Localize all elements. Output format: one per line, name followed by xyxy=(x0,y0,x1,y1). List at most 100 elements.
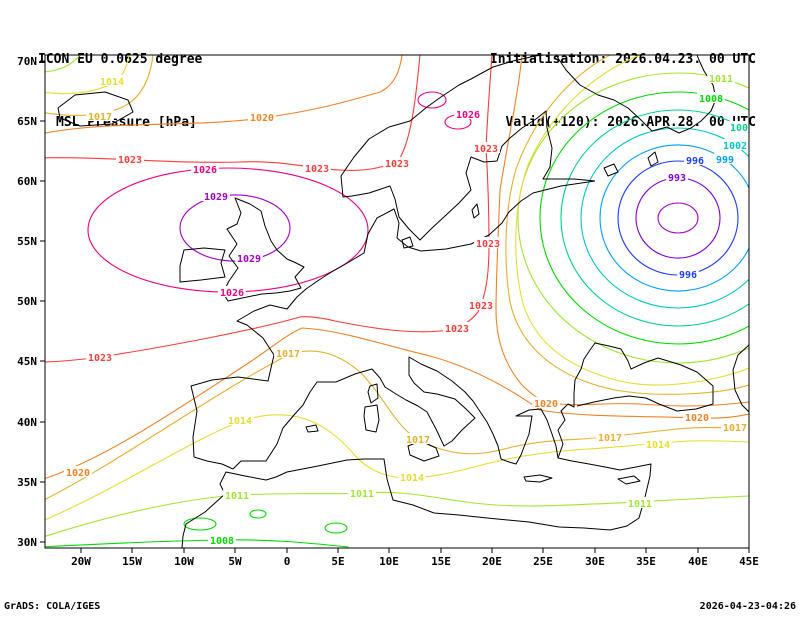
lon-label: 30E xyxy=(585,555,605,568)
contour-line-1005 xyxy=(560,109,749,327)
contour-label-1002: 1002 xyxy=(723,141,747,152)
contour-label-mask xyxy=(443,322,471,333)
contour-label-mask xyxy=(226,414,254,425)
lon-label: 20E xyxy=(482,555,502,568)
lat-label: 40N xyxy=(17,416,37,429)
contour-label-1023: 1023 xyxy=(118,155,142,166)
contour-label-mask xyxy=(202,190,230,201)
lon-label: 40E xyxy=(688,555,708,568)
contour-label-mask xyxy=(86,351,114,362)
contour-line-1008 xyxy=(183,517,217,531)
lat-label: 70N xyxy=(17,55,37,68)
contour-label-1023: 1023 xyxy=(474,144,498,155)
contour-label-mask xyxy=(404,433,432,444)
contour-label-1020: 1020 xyxy=(685,413,709,424)
contour-label-mask xyxy=(644,438,672,449)
coastline-path xyxy=(179,247,226,283)
contour-label-1017: 1017 xyxy=(276,349,300,360)
creation-timestamp: 2026-04-23-04:26 xyxy=(699,601,796,612)
coastline-path xyxy=(603,163,619,177)
contour-label-1017: 1017 xyxy=(723,423,747,434)
coastline-path xyxy=(367,383,379,404)
contour-line-1014 xyxy=(515,55,749,386)
contour-label-mask xyxy=(86,110,114,121)
contour-line-1008 xyxy=(539,91,749,345)
contour-label-1023: 1023 xyxy=(385,159,409,170)
contour-line-1020 xyxy=(45,55,403,134)
contour-label-1026: 1026 xyxy=(456,110,480,121)
lon-label: 25E xyxy=(533,555,553,568)
lon-label: 10W xyxy=(174,555,194,568)
contour-label-1008: 1008 xyxy=(699,94,723,105)
contour-label-mask xyxy=(596,431,624,442)
contour-label-mask xyxy=(532,397,560,408)
contour-label-1008: 1008 xyxy=(210,536,234,547)
contour-label-1023: 1023 xyxy=(476,239,500,250)
contour-line-1011 xyxy=(45,491,749,537)
contour-label-1005: 1005 xyxy=(730,123,754,134)
contour-line-999 xyxy=(599,144,749,292)
contour-line-996 xyxy=(617,160,739,276)
lon-label: 5W xyxy=(228,555,242,568)
contour-label-mask xyxy=(64,466,92,477)
coastline-path xyxy=(401,236,414,249)
lon-label: 15E xyxy=(431,555,451,568)
contour-label-1011: 1011 xyxy=(350,489,374,500)
coastline-path xyxy=(471,203,480,219)
contour-label-mask xyxy=(235,252,263,263)
contour-label-mask xyxy=(626,497,654,508)
lon-label: 45E xyxy=(739,555,759,568)
contour-label-1020: 1020 xyxy=(534,399,558,410)
contour-label-mask xyxy=(467,299,495,310)
contour-label-1011: 1011 xyxy=(709,74,733,85)
contour-label-1020: 1020 xyxy=(66,468,90,479)
contour-label-993: 993 xyxy=(668,173,686,184)
contour-label-1026: 1026 xyxy=(220,288,244,299)
contour-label-mask xyxy=(666,171,688,182)
model-title: ICON EU 0.0625 degree xyxy=(38,52,203,67)
contour-label-mask xyxy=(274,347,302,358)
contour-label-1017: 1017 xyxy=(598,433,622,444)
contour-label-mask xyxy=(472,142,500,153)
contour-line-1023 xyxy=(45,55,493,363)
contour-line-1026 xyxy=(87,167,369,293)
lat-label: 30N xyxy=(17,536,37,549)
lat-label: 60N xyxy=(17,175,37,188)
coastline-path xyxy=(523,474,553,483)
grads-credit: GrADS: COLA/IGES xyxy=(4,601,101,612)
contour-label-mask xyxy=(223,489,251,500)
contour-layer xyxy=(45,55,749,548)
contour-label-mask xyxy=(248,111,276,122)
lat-label: 65N xyxy=(17,115,37,128)
contour-label-mask xyxy=(303,162,331,173)
lon-label: 20W xyxy=(71,555,91,568)
coastline-layer xyxy=(57,55,749,548)
contour-label-mask xyxy=(707,72,735,83)
contour-label-1023: 1023 xyxy=(305,164,329,175)
contour-label-mask xyxy=(383,157,411,168)
contour-line-1020 xyxy=(45,327,749,479)
init-time: Initialisation: 2026.04.23. 00 UTC xyxy=(489,52,756,67)
axes: 70N 65N 60N 55N 50N 45N 40N 35N 30N 20W 15W 10W 5W 0 5… xyxy=(17,55,759,568)
contour-label-1011: 1011 xyxy=(628,499,652,510)
coastline-path xyxy=(647,151,659,167)
contour-label-1014: 1014 xyxy=(400,473,424,484)
contour-label-1011: 1011 xyxy=(225,491,249,502)
contour-label-1014: 1014 xyxy=(646,440,670,451)
contour-label-1023: 1023 xyxy=(445,324,469,335)
contour-label-mask xyxy=(683,411,711,422)
contour-line-1017 xyxy=(45,55,154,116)
contour-line-1026 xyxy=(444,114,472,130)
coastline-path xyxy=(305,424,319,433)
contour-label-1023: 1023 xyxy=(469,301,493,312)
lon-label: 35E xyxy=(636,555,656,568)
contour-line-1029 xyxy=(179,194,291,262)
lon-label: 10E xyxy=(379,555,399,568)
contour-line-1008 xyxy=(45,539,349,548)
contour-line-1011 xyxy=(45,55,81,73)
contour-label-1023: 1023 xyxy=(88,353,112,364)
contour-label-1017: 1017 xyxy=(406,435,430,446)
